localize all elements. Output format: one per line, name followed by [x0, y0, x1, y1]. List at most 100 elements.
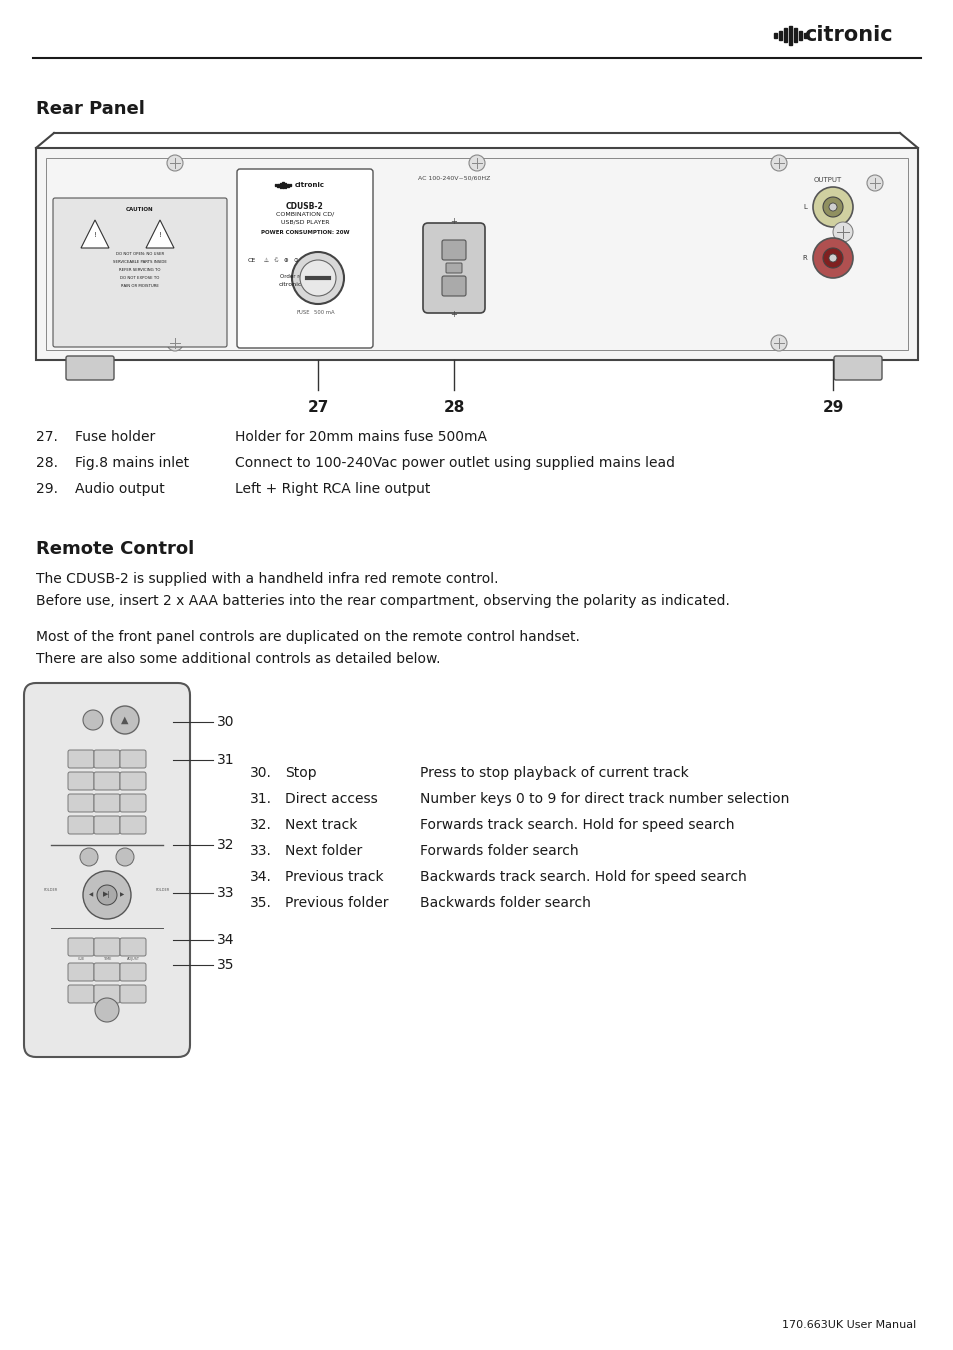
Text: Remote Control: Remote Control: [36, 540, 194, 558]
FancyBboxPatch shape: [120, 772, 146, 790]
Text: Left + Right RCA line output: Left + Right RCA line output: [234, 482, 430, 495]
Circle shape: [167, 335, 183, 351]
Circle shape: [822, 197, 842, 217]
Text: Fuse holder: Fuse holder: [75, 431, 155, 444]
Text: 35.: 35.: [250, 896, 272, 910]
Text: 27.: 27.: [36, 431, 58, 444]
Text: FUSE: FUSE: [296, 310, 310, 315]
Bar: [285, 182, 286, 188]
Text: +: +: [450, 217, 456, 225]
FancyBboxPatch shape: [68, 986, 94, 1003]
FancyBboxPatch shape: [68, 963, 94, 981]
Text: CUE: CUE: [77, 957, 85, 961]
Text: ▶: ▶: [120, 892, 125, 898]
Text: TIME: TIME: [103, 957, 112, 961]
Text: !: !: [93, 232, 96, 238]
Text: Before use, insert 2 x AAA batteries into the rear compartment, observing the po: Before use, insert 2 x AAA batteries int…: [36, 594, 729, 608]
Text: 500 mA: 500 mA: [314, 310, 335, 315]
Text: POWER CONSUMPTION: 20W: POWER CONSUMPTION: 20W: [260, 230, 349, 235]
Text: ▲: ▲: [121, 716, 129, 725]
Text: 29: 29: [821, 400, 842, 414]
Text: 28: 28: [443, 400, 464, 414]
Text: Connect to 100-240Vac power outlet using supplied mains lead: Connect to 100-240Vac power outlet using…: [234, 456, 675, 470]
FancyBboxPatch shape: [236, 169, 373, 348]
Text: 32.: 32.: [250, 818, 272, 832]
Bar: [274, 184, 276, 186]
Text: CDUSB-2: CDUSB-2: [286, 202, 323, 211]
FancyBboxPatch shape: [24, 683, 190, 1057]
Text: Next folder: Next folder: [285, 844, 362, 859]
Text: 170.663UK User Manual: 170.663UK User Manual: [781, 1320, 915, 1330]
Text: AC 100-240V~50/60HZ: AC 100-240V~50/60HZ: [417, 176, 490, 180]
Text: DO NOT EXPOSE TO: DO NOT EXPOSE TO: [120, 275, 159, 279]
Bar: [287, 184, 289, 186]
Text: ⊕: ⊕: [284, 258, 289, 263]
Bar: [788, 26, 791, 45]
Bar: [290, 184, 292, 186]
Circle shape: [866, 176, 882, 190]
FancyBboxPatch shape: [68, 794, 94, 811]
Text: Previous folder: Previous folder: [285, 896, 388, 910]
Text: SERVICEABLE PARTS INSIDE: SERVICEABLE PARTS INSIDE: [113, 261, 167, 265]
Text: Stop: Stop: [285, 765, 316, 780]
Text: Forwards track search. Hold for speed search: Forwards track search. Hold for speed se…: [419, 818, 734, 832]
Circle shape: [812, 238, 852, 278]
Bar: [799, 31, 801, 39]
FancyBboxPatch shape: [94, 794, 120, 811]
FancyBboxPatch shape: [94, 751, 120, 768]
Text: COMBINATION CD/: COMBINATION CD/: [275, 212, 334, 217]
FancyBboxPatch shape: [68, 772, 94, 790]
Text: Rear Panel: Rear Panel: [36, 100, 145, 117]
Text: Order ref: 170.663: Order ref: 170.663: [279, 274, 330, 279]
Text: ▶|: ▶|: [103, 891, 111, 899]
FancyBboxPatch shape: [120, 751, 146, 768]
Text: CAUTION: CAUTION: [126, 207, 153, 212]
Text: DO NOT OPEN: NO USER: DO NOT OPEN: NO USER: [116, 252, 164, 256]
FancyBboxPatch shape: [68, 938, 94, 956]
Text: ADJUST: ADJUST: [127, 957, 139, 961]
Polygon shape: [81, 220, 109, 248]
Text: !: !: [158, 232, 161, 238]
Text: CE: CE: [248, 258, 256, 263]
Bar: [773, 32, 776, 38]
Text: USB/SD PLAYER: USB/SD PLAYER: [280, 220, 329, 225]
Text: citronic: citronic: [803, 26, 892, 45]
Bar: [783, 28, 786, 42]
Text: OUTPUT: OUTPUT: [813, 177, 841, 184]
Text: ♲: ♲: [274, 258, 278, 263]
FancyBboxPatch shape: [120, 815, 146, 834]
FancyBboxPatch shape: [441, 240, 465, 261]
FancyBboxPatch shape: [94, 772, 120, 790]
Text: citronic: citronic: [294, 182, 324, 188]
FancyBboxPatch shape: [94, 815, 120, 834]
Text: 31: 31: [216, 753, 234, 767]
Bar: [277, 184, 278, 186]
FancyBboxPatch shape: [422, 223, 484, 313]
Text: 28.: 28.: [36, 456, 58, 470]
FancyBboxPatch shape: [94, 986, 120, 1003]
Text: ⚠: ⚠: [264, 258, 269, 263]
FancyBboxPatch shape: [441, 275, 465, 296]
Text: 29.: 29.: [36, 482, 58, 495]
FancyBboxPatch shape: [94, 963, 120, 981]
Text: 30: 30: [216, 716, 234, 729]
Circle shape: [822, 248, 842, 269]
Text: ◀: ◀: [90, 892, 93, 898]
Text: FOLDER: FOLDER: [44, 888, 58, 892]
Text: 34.: 34.: [250, 869, 272, 884]
FancyBboxPatch shape: [68, 815, 94, 834]
Text: 32: 32: [216, 838, 234, 852]
Text: Direct access: Direct access: [285, 792, 377, 806]
Text: Fig.8 mains inlet: Fig.8 mains inlet: [75, 456, 189, 470]
Text: RAIN OR MOISTURE: RAIN OR MOISTURE: [121, 284, 159, 288]
Text: REFER SERVICING TO: REFER SERVICING TO: [119, 269, 161, 271]
Circle shape: [83, 871, 131, 919]
Text: ⊙: ⊙: [294, 258, 298, 263]
Bar: [282, 182, 284, 188]
Circle shape: [83, 710, 103, 730]
Circle shape: [828, 254, 836, 262]
FancyBboxPatch shape: [446, 263, 461, 273]
Text: Audio output: Audio output: [75, 482, 165, 495]
Text: 31.: 31.: [250, 792, 272, 806]
Circle shape: [770, 335, 786, 351]
